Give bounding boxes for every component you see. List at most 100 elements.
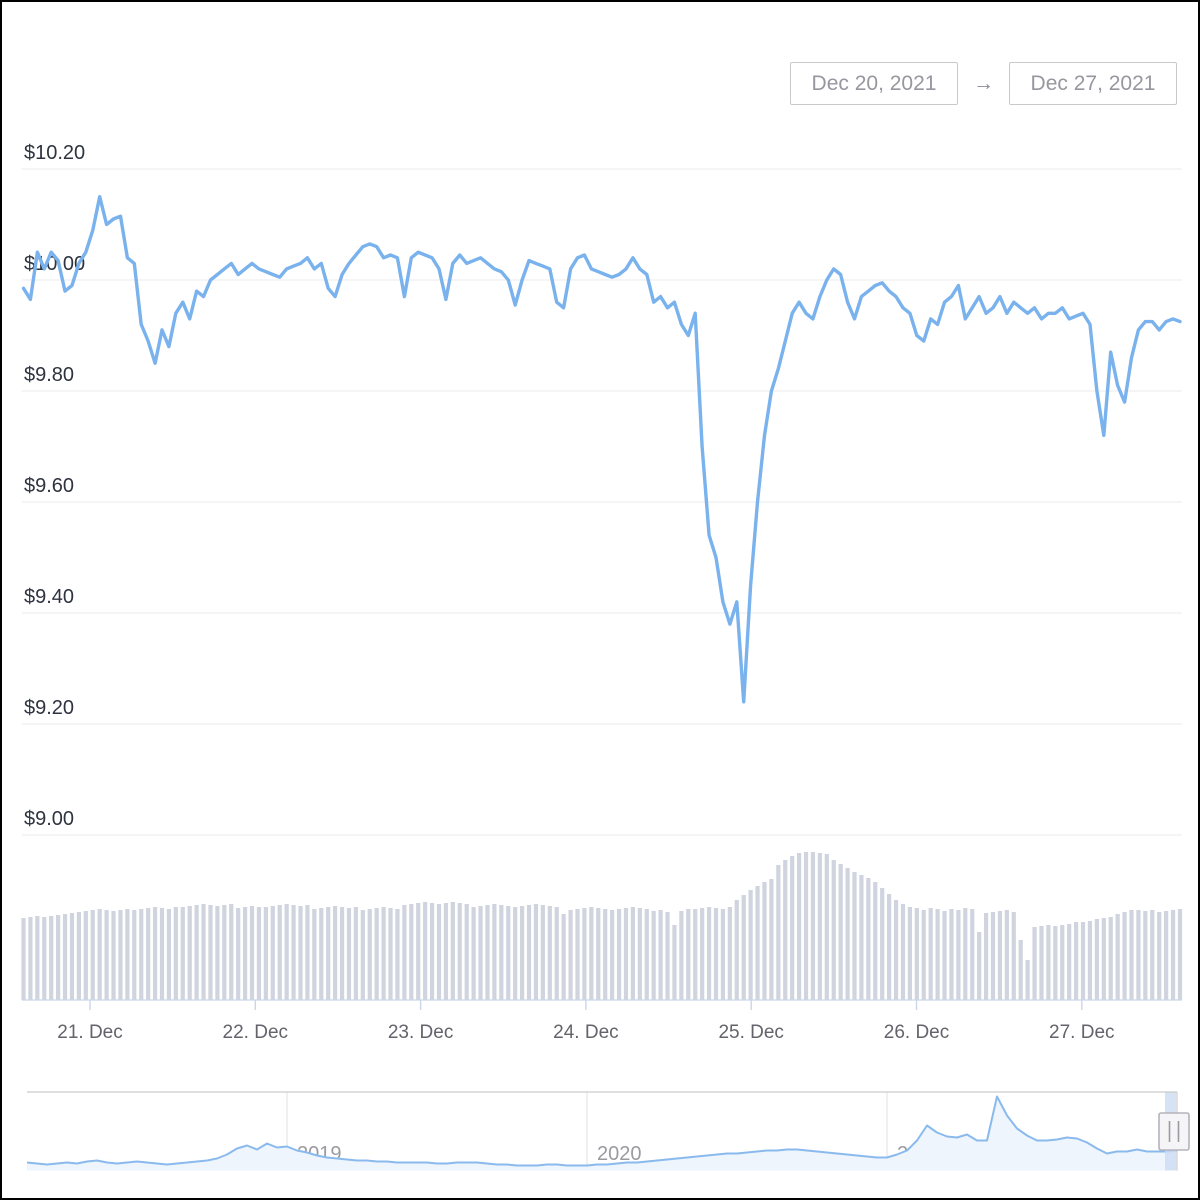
- volume-bar: [776, 865, 781, 1000]
- navigator[interactable]: 201920202021: [26, 1091, 1190, 1171]
- volume-bar: [852, 872, 857, 1000]
- volume-bar: [741, 895, 746, 1000]
- volume-bar: [367, 909, 372, 1000]
- volume-bar: [409, 904, 414, 1000]
- volume-bar: [880, 888, 885, 1000]
- volume-bar: [187, 906, 192, 1000]
- volume-bar: [686, 909, 691, 1000]
- navigator-handle-box[interactable]: [1158, 1112, 1190, 1151]
- volume-bar: [1115, 914, 1120, 1000]
- volume-bar: [1122, 912, 1127, 1000]
- volume-bar: [173, 907, 178, 1000]
- volume-bar: [520, 906, 525, 1000]
- volume-bar: [630, 907, 635, 1000]
- volume-bar: [561, 914, 566, 1000]
- volume-bar: [949, 909, 954, 1000]
- volume-bar: [90, 910, 95, 1000]
- volume-bar: [395, 909, 400, 1000]
- volume-bar: [215, 906, 220, 1000]
- volume-bar: [146, 908, 151, 1000]
- volume-bar: [270, 906, 275, 1000]
- end-date-input[interactable]: Dec 27, 2021: [1009, 62, 1177, 105]
- volume-bar: [859, 875, 864, 1000]
- volume-bar: [990, 912, 996, 1000]
- volume-bar: [845, 868, 850, 1000]
- y-gridlines: [22, 168, 1182, 836]
- volume-bar: [706, 907, 712, 1000]
- volume-bar: [1018, 940, 1023, 1000]
- volume-bar: [118, 910, 123, 1000]
- volume-bar: [471, 907, 476, 1000]
- volume-bar: [651, 911, 656, 1000]
- volume-bar: [284, 904, 289, 1000]
- price-line-series[interactable]: [21, 194, 1182, 704]
- y-axis-label: $9.60: [24, 475, 74, 497]
- volume-bar: [803, 852, 809, 1000]
- volume-bar: [658, 910, 663, 1000]
- start-date-input[interactable]: Dec 20, 2021: [790, 62, 958, 105]
- navigator-series-line: [26, 1095, 1178, 1167]
- volume-bar: [28, 917, 33, 1000]
- volume-bar: [956, 910, 961, 1000]
- volume-bar: [1011, 912, 1016, 1000]
- volume-bar: [229, 904, 234, 1000]
- volume-bar: [921, 910, 926, 1000]
- volume-bar: [423, 902, 428, 1000]
- volume-bar: [554, 907, 559, 1000]
- volume-bar: [132, 910, 137, 1000]
- volume-bar: [152, 907, 158, 1000]
- volume-bar: [339, 907, 345, 1000]
- volume-bar: [1032, 927, 1037, 1000]
- volume-bar: [194, 905, 199, 1000]
- volume-bar: [319, 908, 324, 1000]
- volume-bars[interactable]: [21, 852, 1183, 1000]
- volume-bar: [42, 917, 47, 1000]
- x-axis: 21. Dec 22. Dec 23. Dec 24. Dec 25. Dec 26. D…: [22, 999, 1182, 1043]
- volume-bar: [942, 911, 947, 1000]
- navigator-handle[interactable]: [1158, 1112, 1190, 1151]
- price-volume-chart[interactable]: $10.20$10.00$9.80$9.60$9.40$9.20$9.0021.…: [4, 4, 1200, 1200]
- volume-bar: [159, 908, 165, 1000]
- volume-bar: [346, 908, 352, 1000]
- x-axis-label: 26. Dec: [884, 1022, 949, 1043]
- volume-bar: [277, 905, 282, 1000]
- x-axis-label: 24. Dec: [553, 1022, 618, 1043]
- volume-bar: [817, 853, 822, 1000]
- volume-bar: [1170, 910, 1176, 1000]
- volume-bar: [1177, 909, 1183, 1000]
- volume-bar: [291, 905, 296, 1000]
- volume-bar: [243, 907, 248, 1000]
- volume-bar: [533, 904, 539, 1000]
- volume-bar: [139, 909, 144, 1000]
- volume-bar: [416, 903, 421, 1000]
- volume-bar: [1067, 924, 1072, 1000]
- volume-bar: [637, 908, 642, 1000]
- volume-bar: [997, 911, 1003, 1000]
- volume-bar: [644, 909, 649, 1000]
- volume-bar: [222, 905, 227, 1000]
- volume-bar: [49, 916, 54, 1000]
- volume-bar: [838, 864, 843, 1000]
- volume-bar: [56, 915, 61, 1000]
- volume-bar: [769, 879, 774, 1000]
- volume-bar: [679, 911, 684, 1000]
- volume-bar: [1053, 926, 1058, 1000]
- volume-bar: [104, 910, 109, 1000]
- volume-bar: [603, 909, 608, 1000]
- y-axis-label: $9.00: [24, 808, 74, 830]
- volume-bar: [540, 905, 545, 1000]
- volume-bar: [866, 878, 871, 1000]
- volume-bar: [35, 916, 40, 1000]
- volume-bar: [436, 904, 442, 1000]
- volume-bar: [935, 909, 940, 1000]
- volume-bar: [464, 904, 469, 1000]
- volume-bar: [616, 909, 622, 1000]
- volume-bar: [298, 906, 303, 1000]
- volume-bar: [111, 911, 116, 1000]
- volume-bar: [582, 908, 587, 1000]
- date-range-arrow-icon: →: [973, 72, 994, 95]
- volume-bar: [547, 906, 552, 1000]
- volume-bar: [720, 909, 726, 1000]
- volume-bar: [166, 909, 172, 1000]
- volume-bar: [69, 913, 75, 1000]
